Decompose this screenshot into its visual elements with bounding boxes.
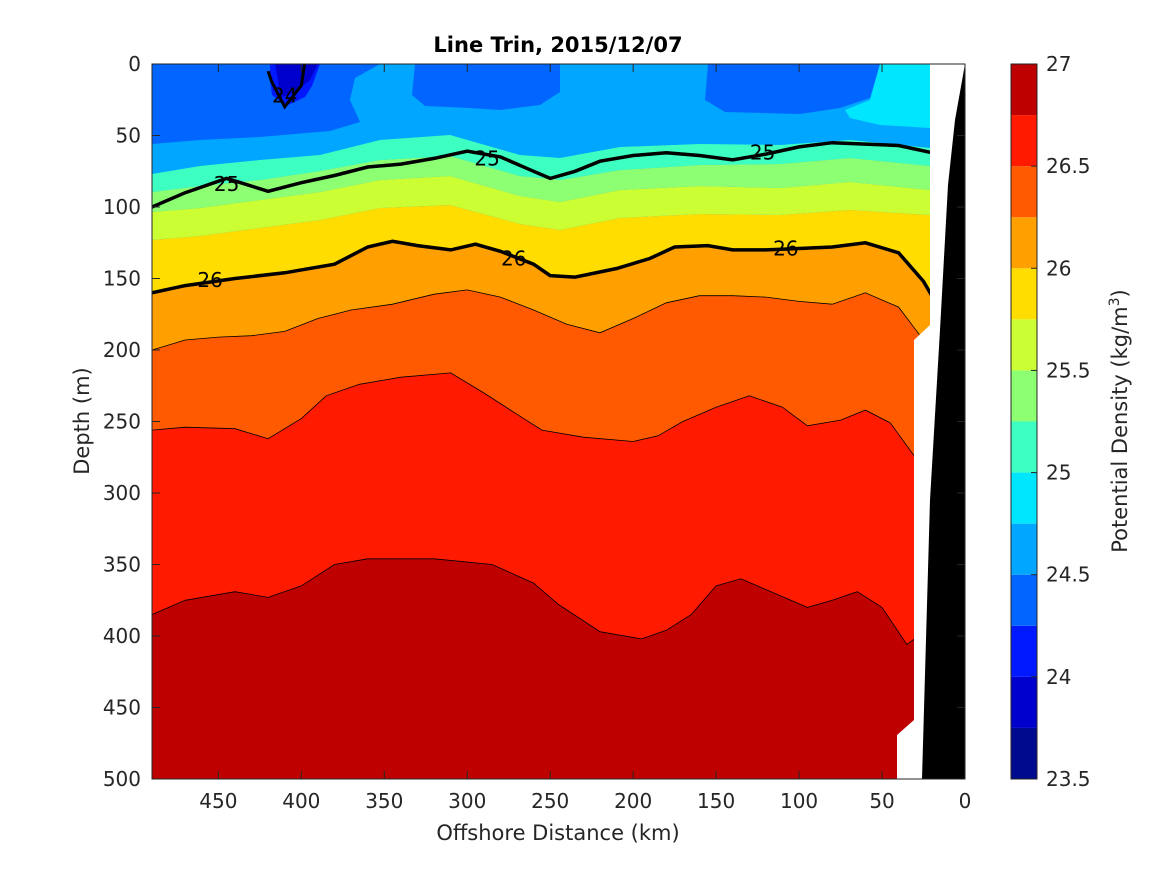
contour-label-25: 25 [474,146,499,170]
contour-line [152,372,919,472]
colorbar-tick-label: 26 [1046,256,1071,280]
band-24-core [275,64,318,98]
colorbar-label: Potential Density (kg/m3) [1107,289,1132,553]
contour-label-26: 26 [501,246,526,270]
colorbar-tick-label: 27 [1046,52,1071,76]
x-tick-label: 150 [697,789,735,813]
colorbar-swatch [1011,574,1037,626]
colorbar-swatch [1011,421,1037,473]
y-axis: 0 50 100 150 200 250 300 350 400 450 500 [103,52,965,791]
band-blue-mid [412,64,560,110]
band-teal [152,135,930,192]
colorbar-tick-label: 25.5 [1046,358,1091,382]
colorbar-swatch [1011,370,1037,422]
y-tick-label: 200 [103,338,141,362]
contour-label-24: 24 [272,83,297,107]
chart-title: Line Trin, 2015/12/07 [433,33,682,57]
colorbar-label-main: Potential Density (kg/m [1108,306,1132,552]
colorbar-swatch [1011,115,1037,167]
colorbar-tick-label: 25 [1046,461,1071,485]
colorbar-label-sup: 3 [1107,297,1123,306]
colorbar-swatch [1011,64,1037,116]
colorbar-swatch [1011,523,1037,575]
x-tick-label: 250 [531,789,569,813]
band-blue-right [705,64,880,114]
band-cyan-right [845,64,930,128]
contour-line [152,558,919,646]
x-tick-label: 100 [780,789,818,813]
x-tick-label: 350 [365,789,403,813]
x-tick-label: 200 [614,789,652,813]
bathymetry-land [922,64,965,779]
contour-line [152,289,933,351]
colorbar: 23.5 24 24.5 25 25.5 26 26.5 27 [1010,52,1091,791]
y-tick-label: 250 [103,410,141,434]
contour-fill-bands [152,64,965,779]
band-dark-orange [152,289,932,472]
contour-lines: 24 25 25 25 26 26 26 [152,64,934,646]
colorbar-swatch [1011,727,1037,779]
colorbar-swatch [1011,217,1037,269]
colorbar-swatch [1011,472,1037,524]
colorbar-tick-label: 24 [1046,665,1071,689]
band-orange [152,241,932,350]
contour-line-25 [152,140,933,209]
contour-line-24 [266,64,307,110]
colorbar-swatch [1011,166,1037,218]
colorbar-swatch [1011,268,1037,320]
y-tick-label: 150 [103,267,141,291]
y-axis-title: Depth (m) [70,367,94,474]
band-green [152,156,930,212]
y-tick-label: 350 [103,553,141,577]
y-tick-label: 450 [103,696,141,720]
band-red [152,372,919,645]
contour-line-26 [152,239,934,297]
colorbar-swatch [1011,625,1037,677]
band-dark-red [152,558,965,779]
y-tick-label: 400 [103,624,141,648]
y-tick-label: 0 [128,52,141,76]
contour-label-25: 25 [214,172,239,196]
x-tick-label: 450 [199,789,237,813]
y-tick-label: 50 [116,124,141,148]
x-axis-title: Offshore Distance (km) [436,821,679,845]
colorbar-swatch [1011,319,1037,371]
x-tick-label: 50 [869,789,894,813]
y-tick-label: 500 [103,767,141,791]
x-axis: 450 400 350 300 250 200 150 100 50 0 [199,64,971,813]
colorbar-frame [1010,63,1038,780]
colorbar-tick-label: 24.5 [1046,563,1091,587]
x-tick-label: 300 [448,789,486,813]
contour-label-26: 26 [773,236,798,260]
band-yellow-green [152,176,930,240]
colorbar-tick-label: 26.5 [1046,154,1091,178]
x-tick-label: 400 [282,789,320,813]
y-tick-label: 100 [103,195,141,219]
contour-label-25: 25 [750,141,775,165]
contour-label-26: 26 [197,268,222,292]
colorbar-swatch [1011,676,1037,728]
band-dark-blue-top [152,64,380,144]
colorbar-label-suffix: ) [1108,289,1132,297]
y-tick-label: 300 [103,481,141,505]
x-tick-label: 0 [959,789,972,813]
colorbar-tick-label: 23.5 [1046,767,1091,791]
